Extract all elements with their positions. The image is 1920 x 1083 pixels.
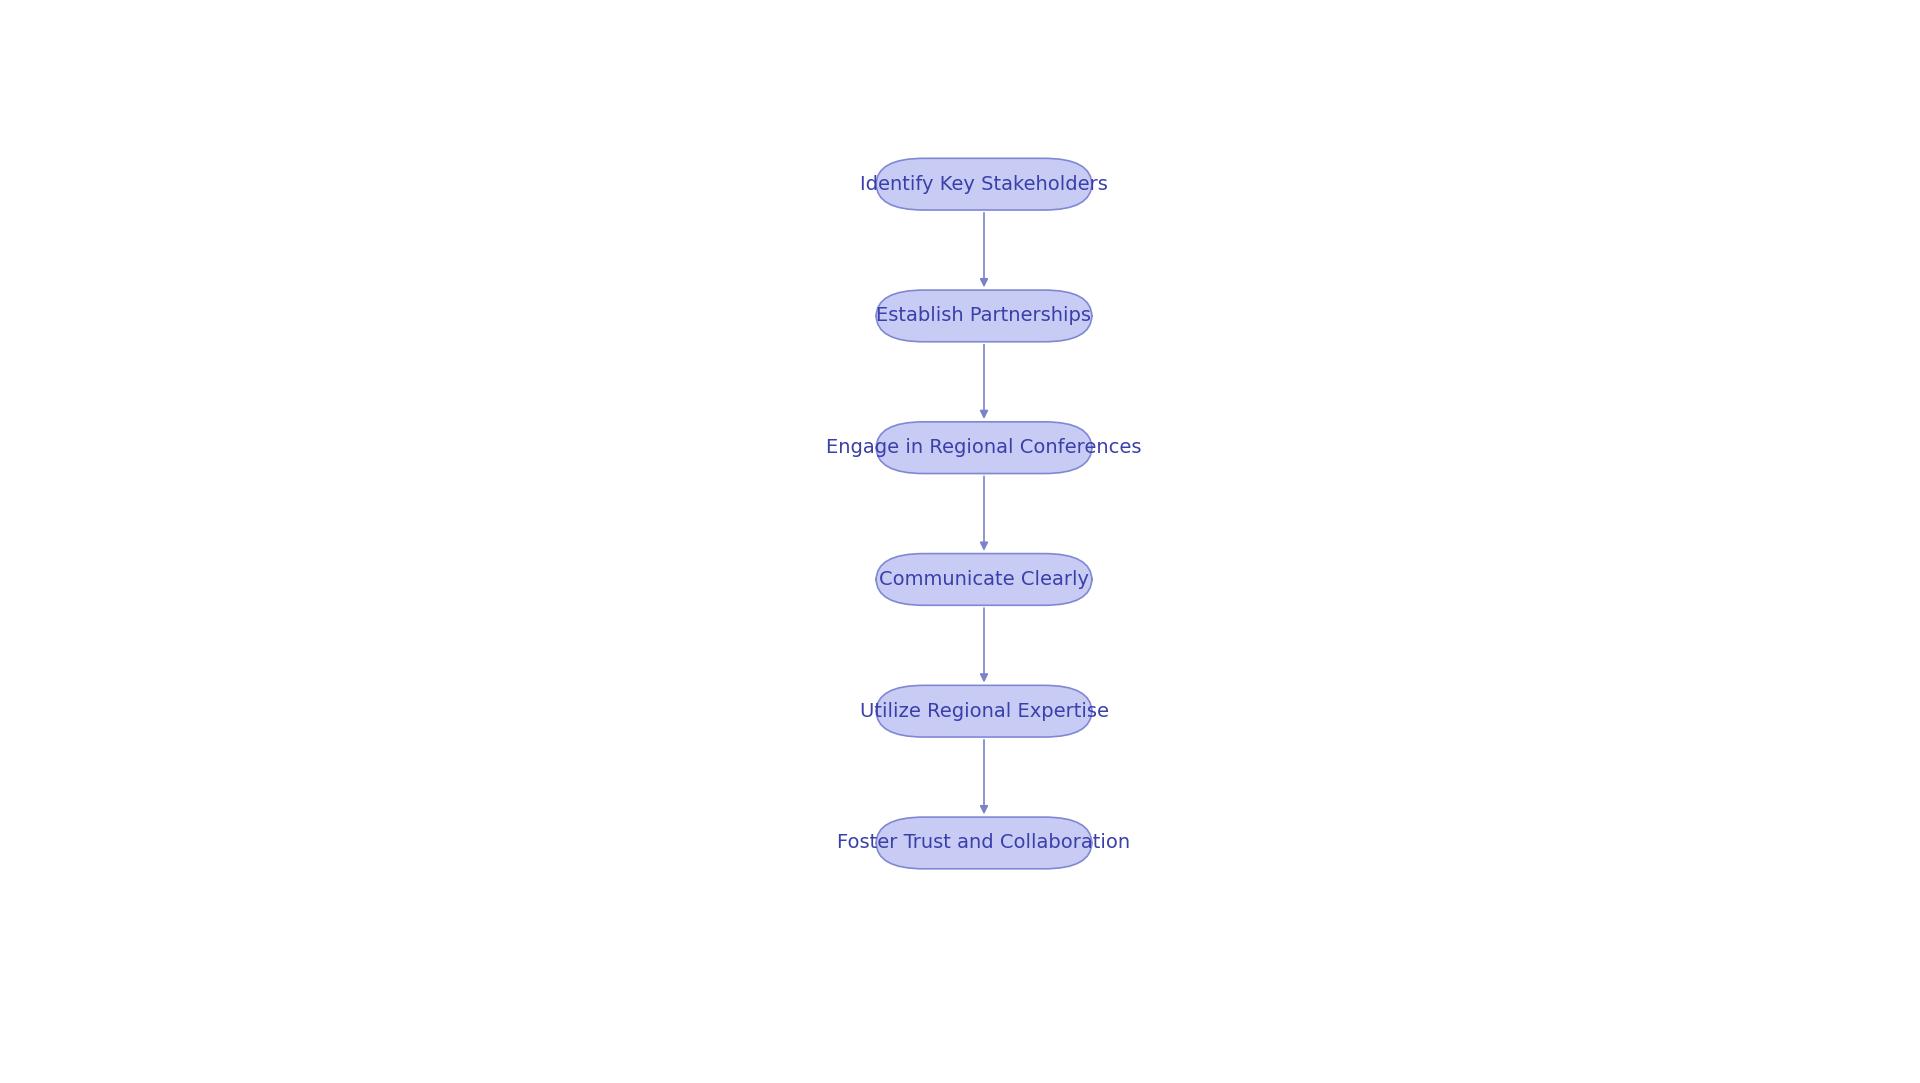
Text: Communicate Clearly: Communicate Clearly	[879, 570, 1089, 589]
FancyBboxPatch shape	[876, 158, 1092, 210]
Text: Establish Partnerships: Establish Partnerships	[877, 306, 1091, 325]
FancyBboxPatch shape	[876, 553, 1092, 605]
Text: Foster Trust and Collaboration: Foster Trust and Collaboration	[837, 834, 1131, 852]
FancyBboxPatch shape	[876, 686, 1092, 738]
FancyBboxPatch shape	[876, 817, 1092, 869]
Text: Engage in Regional Conferences: Engage in Regional Conferences	[826, 439, 1142, 457]
Text: Identify Key Stakeholders: Identify Key Stakeholders	[860, 174, 1108, 194]
Text: Utilize Regional Expertise: Utilize Regional Expertise	[860, 702, 1108, 720]
FancyBboxPatch shape	[876, 290, 1092, 342]
FancyBboxPatch shape	[876, 422, 1092, 473]
